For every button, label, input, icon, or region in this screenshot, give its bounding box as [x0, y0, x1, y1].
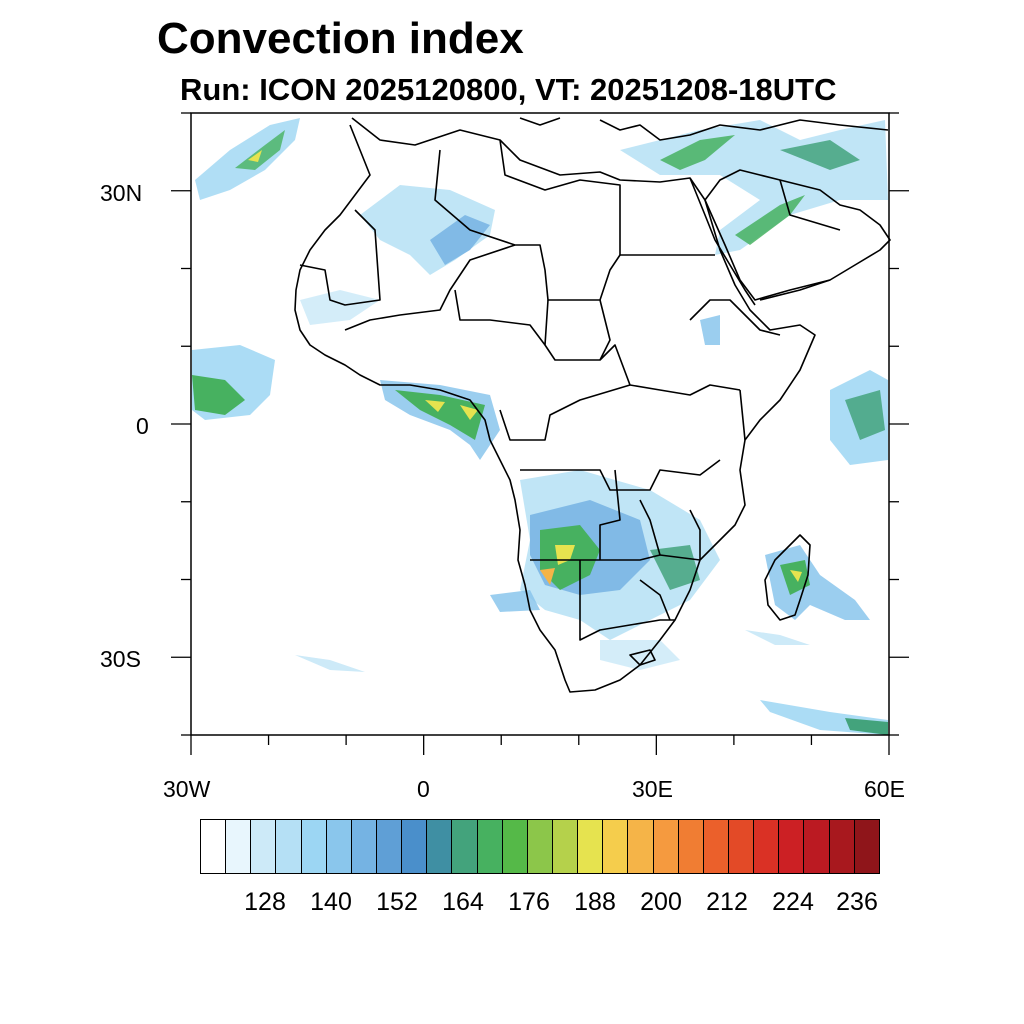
- colorbar-swatch: [578, 820, 604, 873]
- lat-label-30n: 30N: [100, 180, 143, 206]
- convection-area: [460, 405, 478, 420]
- lat-label-30s: 30S: [100, 646, 141, 672]
- colorbar-label: 224: [772, 888, 814, 916]
- colorbar-swatch: [402, 820, 428, 873]
- convection-area: [248, 150, 262, 162]
- colorbar-swatch: [326, 820, 352, 873]
- map-frame: [171, 112, 909, 755]
- convection-area: [235, 130, 285, 170]
- colorbar-label: 164: [442, 888, 484, 916]
- country-border: [344, 244, 516, 331]
- colorbar-swatch: [226, 820, 252, 873]
- convection-area: [395, 390, 485, 440]
- convection-area: [600, 640, 680, 670]
- colorbar-swatch: [376, 820, 403, 873]
- colorbar-swatch: [552, 820, 579, 873]
- country-border: [520, 459, 721, 491]
- colorbar-swatch: [527, 820, 553, 873]
- colorbar-swatch: [351, 820, 377, 873]
- country-border: [599, 299, 611, 361]
- lon-label-30w: 30W: [163, 776, 211, 802]
- madagascar-coastline: [764, 534, 811, 621]
- chart-subtitle: Run: ICON 2025120800, VT: 20251208-18UTC: [180, 72, 837, 107]
- colorbar-swatch: [628, 820, 654, 873]
- convection-area: [425, 400, 445, 412]
- lon-label-0: 0: [417, 776, 430, 802]
- convection-area: [745, 630, 810, 645]
- country-border: [629, 649, 656, 666]
- convection-area: [790, 570, 802, 582]
- country-border: [299, 209, 381, 306]
- colorbar-swatch: [779, 820, 805, 873]
- country-border: [639, 579, 671, 621]
- colorbar-swatch: [678, 820, 704, 873]
- country-border: [639, 499, 661, 556]
- convection-area: [430, 215, 490, 265]
- convection-field: [192, 118, 888, 735]
- country-border: [689, 509, 701, 560]
- country-border: [739, 389, 746, 441]
- colorbar: [200, 819, 880, 874]
- colorbar-swatch: [251, 820, 277, 873]
- colorbar-swatch: [804, 820, 830, 873]
- convection-area: [660, 135, 735, 170]
- country-border: [759, 279, 831, 301]
- coastlines-and-borders: [294, 117, 891, 693]
- europe-coastline: [599, 119, 889, 141]
- europe-coastline: [519, 117, 561, 126]
- colorbar-swatch: [653, 820, 679, 873]
- convection-area: [295, 655, 365, 672]
- colorbar-swatch: [201, 820, 227, 873]
- map-panel: [171, 112, 909, 755]
- colorbar-swatch: [276, 820, 302, 873]
- colorbar-swatch: [703, 820, 729, 873]
- country-border: [779, 179, 841, 231]
- convection-area: [300, 290, 380, 325]
- country-border: [454, 289, 549, 346]
- country-border: [689, 299, 781, 336]
- colorbar-label: 188: [574, 888, 616, 916]
- colorbar-swatch: [603, 820, 629, 873]
- country-border: [499, 384, 631, 441]
- lon-label-30e: 30E: [632, 776, 673, 802]
- lon-label-60e: 60E: [864, 776, 905, 802]
- convection-area: [765, 545, 870, 620]
- colorbar-swatch: [728, 820, 755, 873]
- africa-coastline: [294, 117, 816, 693]
- country-border: [599, 469, 621, 560]
- colorbar-label: 200: [640, 888, 682, 916]
- colorbar-swatch: [452, 820, 478, 873]
- colorbar-swatch: [829, 820, 855, 873]
- red-sea-coast: [689, 177, 756, 306]
- convection-area: [700, 315, 720, 345]
- colorbar-swatch: [477, 820, 503, 873]
- country-border: [434, 149, 621, 301]
- colorbar-swatch: [301, 820, 327, 873]
- colorbar-swatch: [754, 820, 780, 873]
- chart-title: Convection index: [157, 14, 524, 63]
- convection-area: [845, 390, 885, 440]
- colorbar-label: 236: [836, 888, 878, 916]
- lat-label-0: 0: [136, 413, 149, 439]
- colorbar-swatch: [502, 820, 528, 873]
- country-border: [530, 554, 701, 561]
- convection-area: [192, 375, 245, 415]
- arabia-coastline: [704, 169, 891, 301]
- colorbar-label: 152: [376, 888, 418, 916]
- convection-area: [540, 568, 555, 585]
- convection-area: [650, 545, 700, 590]
- colorbar-swatch: [854, 820, 879, 873]
- colorbar-label: 128: [244, 888, 286, 916]
- country-border: [544, 344, 741, 396]
- colorbar-label: 176: [508, 888, 550, 916]
- country-border: [579, 560, 675, 641]
- convection-area: [780, 140, 860, 170]
- colorbar-swatch: [427, 820, 453, 873]
- convection-area: [845, 718, 888, 735]
- colorbar-label: 212: [706, 888, 748, 916]
- colorbar-label: 140: [310, 888, 352, 916]
